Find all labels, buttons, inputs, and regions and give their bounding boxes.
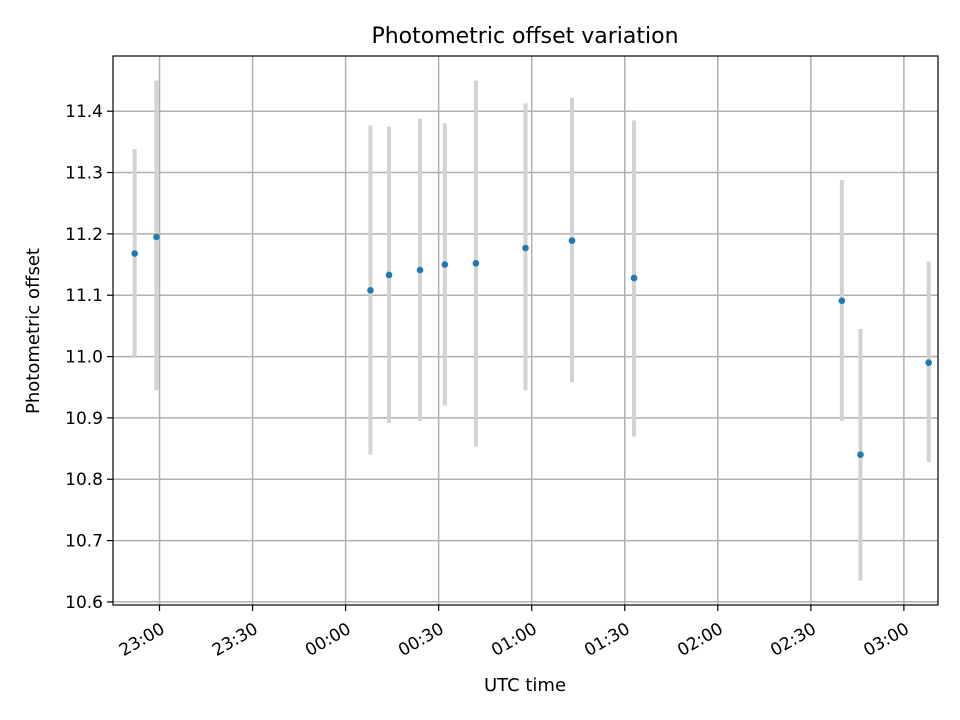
y-tick-label: 11.4 (65, 102, 103, 122)
data-point (131, 250, 139, 257)
y-tick-label: 10.7 (65, 532, 103, 552)
data-point (630, 274, 638, 282)
y-tick-label: 10.8 (65, 470, 103, 490)
data-point (367, 287, 374, 294)
data-points (131, 233, 932, 459)
data-point (568, 237, 576, 244)
data-point (838, 297, 846, 305)
y-axis-label: Photometric offset (23, 248, 44, 414)
y-tick-label: 11.2 (65, 225, 103, 245)
y-tick-label: 10.9 (65, 409, 103, 429)
plot-frame (112, 55, 939, 606)
data-point (385, 271, 393, 279)
data-point (153, 233, 160, 241)
data-point (416, 266, 424, 274)
data-point (441, 261, 449, 268)
y-tick-label: 11.3 (65, 163, 103, 183)
y-tick-label: 11.0 (65, 348, 103, 368)
chart-title: Photometric offset variation (371, 24, 678, 49)
y-tick-label: 10.6 (65, 593, 103, 613)
data-point (925, 359, 932, 367)
x-axis-label: UTC time (484, 675, 566, 696)
data-point (522, 244, 529, 252)
data-point (472, 260, 480, 267)
data-point (857, 451, 864, 459)
y-tick-label: 11.1 (65, 286, 103, 306)
